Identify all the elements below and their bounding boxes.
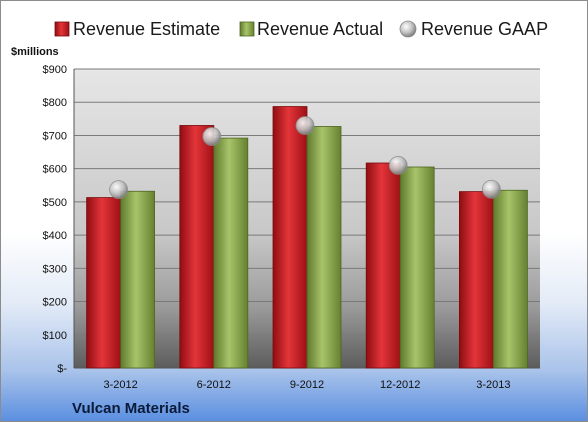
bar-revenue-estimate [179, 125, 215, 369]
y-tick-label: $300 [43, 263, 67, 275]
marker-revenue-gaap [109, 180, 128, 199]
bars [86, 106, 528, 369]
bar-revenue-actual [120, 190, 155, 369]
x-tick-label: 3-2012 [103, 379, 137, 391]
marker-revenue-gaap [202, 127, 222, 146]
bar-revenue-actual [306, 126, 342, 369]
gaap-markers [109, 116, 501, 199]
legend-item-gaap: Revenue GAAP [399, 19, 548, 39]
bar-revenue-estimate [86, 197, 121, 369]
y-tick-label: $600 [43, 164, 67, 176]
bar-revenue-actual [213, 137, 249, 369]
y-tick-label: $- [57, 363, 67, 375]
y-axis-ticks: $- $100 $200 $300 $400 $500 $600 $700 $800 $900 [43, 64, 68, 375]
x-axis-ticks: 3-2012 6-2012 9-2012 12-2012 3-2013 [103, 379, 510, 391]
legend-marker-gaap [399, 20, 417, 38]
legend-item-estimate: Revenue Estimate [54, 19, 220, 39]
bar-revenue-actual [399, 166, 435, 369]
x-tick-label: 12-2012 [380, 379, 420, 391]
y-tick-label: $700 [43, 130, 67, 142]
legend-label-estimate: Revenue Estimate [73, 19, 220, 39]
marker-revenue-gaap [481, 179, 501, 199]
y-tick-label: $100 [43, 330, 67, 342]
y-tick-label: $200 [43, 297, 67, 309]
legend-item-actual: Revenue Actual [239, 19, 383, 39]
legend-label-actual: Revenue Actual [257, 19, 383, 39]
x-tick-label: 6-2012 [197, 379, 231, 391]
y-tick-label: $800 [43, 97, 67, 109]
company-name: Vulcan Materials [72, 400, 190, 417]
legend-swatch-estimate [54, 21, 70, 37]
legend: Revenue Estimate Revenue Actual Revenue … [54, 19, 548, 39]
legend-swatch-actual [239, 21, 255, 37]
bar-revenue-estimate [272, 106, 308, 369]
bar-revenue-estimate [365, 162, 401, 369]
x-tick-label: 9-2012 [290, 379, 324, 391]
legend-label-gaap: Revenue GAAP [421, 19, 548, 39]
marker-revenue-gaap [295, 116, 315, 135]
bar-revenue-actual [492, 189, 528, 369]
y-tick-label: $400 [43, 230, 67, 242]
y-axis-unit-label: $millions [11, 46, 59, 58]
y-tick-label: $500 [43, 197, 67, 209]
y-tick-label: $900 [43, 64, 67, 76]
marker-revenue-gaap [388, 155, 408, 175]
x-tick-label: 3-2013 [476, 379, 510, 391]
bar-revenue-estimate [458, 191, 494, 369]
